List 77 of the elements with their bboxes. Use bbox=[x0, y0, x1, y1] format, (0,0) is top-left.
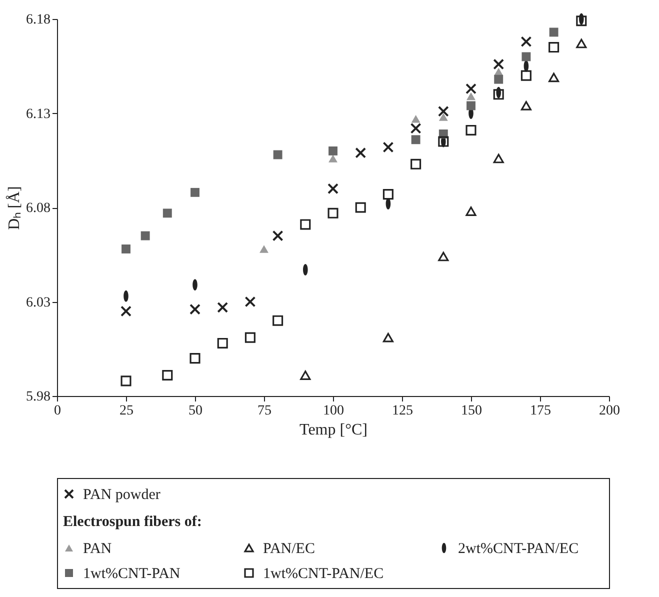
point bbox=[576, 38, 587, 48]
point bbox=[328, 208, 338, 218]
point bbox=[522, 52, 531, 62]
point bbox=[273, 150, 282, 160]
point bbox=[494, 74, 504, 84]
legend-label: PAN/EC bbox=[263, 541, 315, 557]
point bbox=[382, 332, 394, 342]
point bbox=[520, 36, 532, 48]
point bbox=[260, 245, 268, 253]
point bbox=[300, 219, 311, 230]
x-tick-label: 200 bbox=[599, 404, 620, 418]
point bbox=[493, 154, 504, 164]
x-axis-title: Temp [°C] bbox=[300, 422, 368, 438]
y-tick-label: 6.08 bbox=[26, 201, 50, 216]
x-tick-label: 75 bbox=[258, 404, 272, 418]
point bbox=[548, 72, 560, 82]
point bbox=[520, 101, 532, 110]
x-tick-label: 25 bbox=[120, 404, 134, 418]
point bbox=[272, 230, 284, 242]
point bbox=[382, 189, 394, 200]
legend-label: PAN powder bbox=[83, 487, 160, 503]
point bbox=[466, 124, 476, 136]
point bbox=[410, 122, 422, 134]
point bbox=[190, 188, 200, 197]
point bbox=[122, 244, 130, 254]
x-tick-label: 125 bbox=[392, 404, 413, 418]
y-tick-label: 6.03 bbox=[26, 295, 50, 310]
point bbox=[466, 206, 476, 216]
legend-title: Electrospun fibers of: bbox=[63, 514, 202, 530]
point bbox=[410, 158, 422, 170]
point bbox=[162, 370, 173, 381]
point bbox=[438, 252, 449, 262]
point bbox=[355, 202, 366, 213]
point bbox=[328, 146, 338, 156]
x-tick-label: 50 bbox=[188, 404, 202, 418]
y-tick-label: 6.13 bbox=[26, 106, 50, 122]
point bbox=[244, 332, 256, 343]
point bbox=[162, 208, 172, 218]
point bbox=[576, 16, 587, 26]
point bbox=[438, 136, 449, 147]
point bbox=[217, 302, 228, 313]
point bbox=[120, 306, 132, 317]
point bbox=[328, 154, 338, 162]
point bbox=[466, 101, 476, 110]
point bbox=[190, 353, 200, 364]
point bbox=[411, 115, 420, 123]
point bbox=[548, 42, 560, 53]
x-tick-label: 175 bbox=[530, 404, 551, 418]
point bbox=[120, 376, 132, 386]
point bbox=[549, 28, 558, 37]
point bbox=[328, 183, 338, 194]
point bbox=[300, 370, 311, 380]
x-tick-label: 100 bbox=[323, 404, 344, 418]
point bbox=[140, 231, 150, 240]
y-tick-label: 6.18 bbox=[26, 12, 50, 28]
x-tick-label: 0 bbox=[54, 404, 61, 418]
point bbox=[466, 92, 476, 100]
point bbox=[272, 315, 284, 326]
point bbox=[520, 70, 532, 81]
point bbox=[190, 304, 200, 315]
point bbox=[438, 113, 448, 121]
point bbox=[244, 296, 256, 308]
y-axis-title: Dₕ [Å] bbox=[5, 186, 23, 230]
y-tick-label: 5.98 bbox=[26, 390, 50, 404]
point bbox=[493, 89, 504, 100]
point bbox=[382, 142, 394, 153]
point bbox=[411, 135, 420, 144]
point bbox=[438, 106, 449, 117]
point bbox=[355, 147, 366, 158]
legend-label: 2wt%CNT-PAN/EC bbox=[458, 541, 579, 557]
legend-label: 1wt%CNT-PAN/EC bbox=[263, 566, 384, 582]
point bbox=[466, 83, 476, 94]
x-tick-label: 150 bbox=[461, 404, 482, 418]
legend-label: PAN bbox=[83, 541, 112, 557]
legend-label: 1wt%CNT-PAN bbox=[83, 566, 180, 582]
point bbox=[493, 58, 504, 70]
point bbox=[217, 338, 228, 348]
